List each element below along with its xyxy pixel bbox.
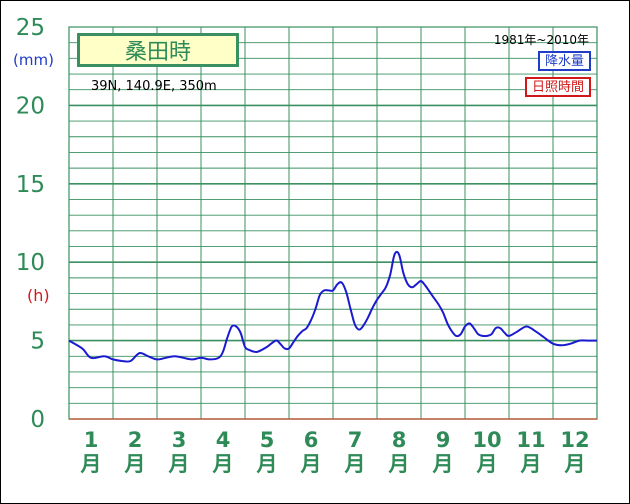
- y-tick-label: 15: [16, 172, 45, 198]
- x-tick-month-number: 5: [260, 428, 275, 452]
- x-tick-month-number: 12: [560, 428, 589, 452]
- station-location: 39N, 140.9E, 350m: [91, 79, 217, 94]
- x-tick-month-number: 1: [84, 428, 99, 452]
- x-tick-month-suffix: 月: [124, 452, 146, 476]
- period-label: 1981年~2010年: [493, 33, 589, 47]
- x-tick-month-number: 6: [304, 428, 319, 452]
- x-tick-month-suffix: 月: [344, 452, 366, 476]
- x-tick-month-suffix: 月: [300, 452, 322, 476]
- station-title: 桑田時: [77, 33, 239, 67]
- x-tick-month-suffix: 月: [256, 452, 278, 476]
- y-tick-label: 20: [16, 93, 45, 119]
- y-tick-label: 25: [16, 15, 45, 41]
- y-tick-label: 5: [30, 329, 45, 355]
- x-tick-month-number: 9: [436, 428, 451, 452]
- x-tick-month-number: 2: [128, 428, 143, 452]
- x-tick-month-suffix: 月: [388, 452, 410, 476]
- legend-sun: 日照時間: [524, 77, 591, 97]
- legend-precip: 降水量: [537, 51, 591, 71]
- x-tick-month-suffix: 月: [212, 452, 234, 476]
- x-tick-month-suffix: 月: [168, 452, 190, 476]
- x-tick-month-suffix: 月: [432, 452, 454, 476]
- x-tick-month-number: 7: [348, 428, 363, 452]
- x-tick-month-suffix: 月: [476, 452, 498, 476]
- x-tick-month-suffix: 月: [520, 452, 542, 476]
- y-tick-label: 0: [30, 407, 45, 433]
- y-unit-sun: (h): [27, 286, 50, 305]
- x-tick-month-number: 11: [516, 428, 545, 452]
- x-tick-month-number: 10: [472, 428, 501, 452]
- series-line-precip: [68, 250, 597, 363]
- x-tick-month-number: 4: [216, 428, 231, 452]
- y-tick-label: 10: [16, 250, 45, 276]
- x-tick-month-number: 3: [172, 428, 187, 452]
- x-tick-month-number: 8: [392, 428, 407, 452]
- x-tick-month-suffix: 月: [80, 452, 102, 476]
- y-ticks: 0 5 10 15 20 25: [16, 15, 45, 433]
- x-tick-month-suffix: 月: [564, 452, 586, 476]
- y-unit-precip: (mm): [13, 51, 54, 69]
